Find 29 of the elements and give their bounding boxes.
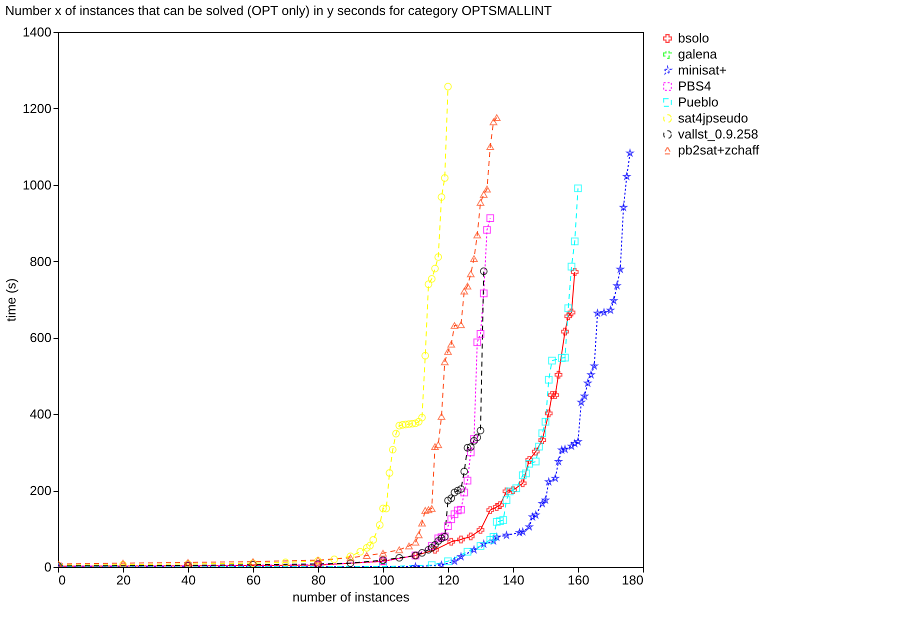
x-tick-label: 0: [58, 572, 66, 588]
y-tick-label: 1000: [22, 177, 52, 192]
x-tick-label: 140: [502, 572, 524, 588]
y-tick-label: 0: [44, 560, 52, 574]
y-tick-label: 200: [30, 483, 52, 498]
x-tick-label: 40: [181, 572, 196, 588]
x-tick-label: 80: [311, 572, 326, 588]
chart-title: Number x of instances that can be solved (OPT only) in y seconds for category OPTSMALLINT: [5, 3, 552, 18]
x-tick-label: 160: [568, 572, 590, 588]
legend-label: bsolo: [678, 30, 710, 46]
legend-label: pb2sat+zchaff: [678, 142, 760, 158]
y-tick-label: 1400: [22, 24, 52, 40]
y-tick-label: 600: [30, 330, 52, 346]
y-axis-title: time (s): [4, 278, 19, 322]
x-tick-label: 20: [116, 572, 131, 588]
x-axis-title: number of instances: [292, 590, 410, 604]
x-tick-label: 180: [622, 572, 644, 588]
legend-label: minisat+: [678, 62, 727, 78]
y-tick-label: 800: [30, 254, 52, 269]
legend-label: Pueblo: [678, 94, 718, 110]
y-tick-label: 400: [30, 406, 52, 422]
legend-label: sat4jpseudo: [678, 110, 748, 126]
legend-label: vallst_0.9.258: [678, 126, 758, 142]
x-tick-label: 100: [372, 572, 394, 588]
y-tick-label: 1200: [22, 100, 52, 116]
x-tick-label: 120: [438, 572, 460, 588]
x-tick-label: 60: [246, 572, 261, 588]
legend-label: PBS4: [678, 78, 712, 94]
legend-label: galena: [678, 46, 718, 62]
